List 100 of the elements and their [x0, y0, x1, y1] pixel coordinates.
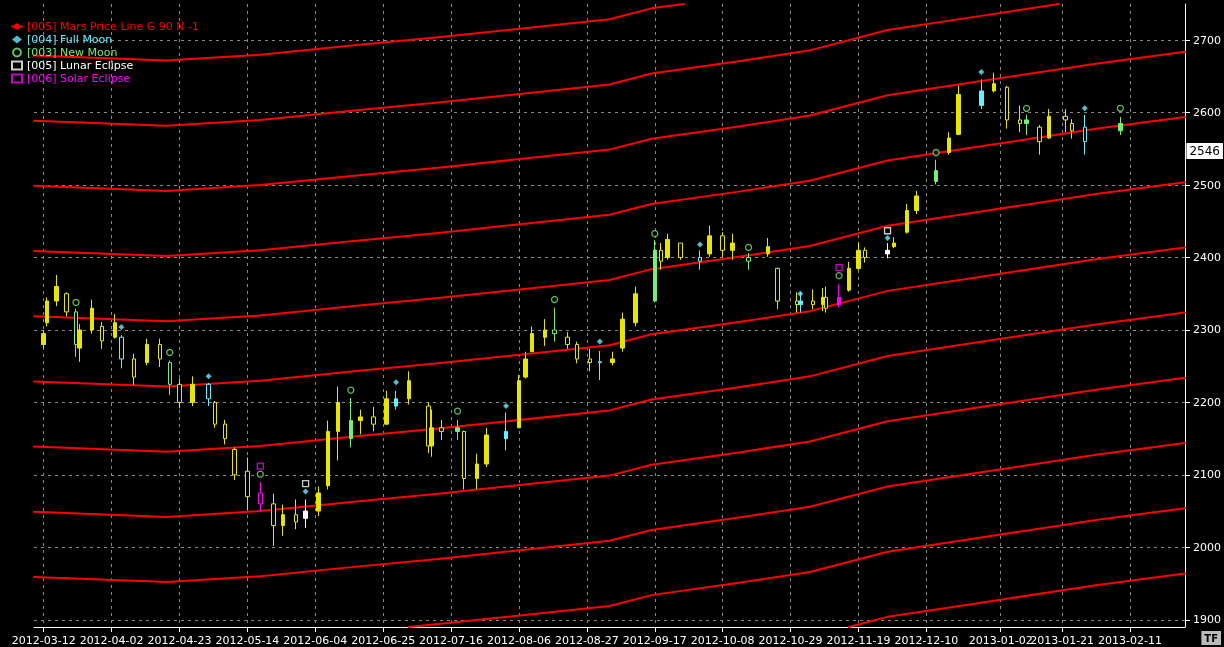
candlestick: [100, 321, 104, 350]
candlestick: [223, 419, 227, 445]
candlestick: [336, 385, 340, 461]
x-tick-label: 2012-09-17: [622, 634, 687, 647]
y-tick-label: 2300: [1193, 323, 1222, 337]
line-series: [33, 181, 1187, 323]
candlestick: [45, 296, 49, 327]
line-series: [847, 572, 1187, 628]
candlestick: [64, 291, 69, 317]
point: [883, 227, 892, 235]
y-tick-label: 2700: [1193, 33, 1222, 47]
candlestick: [934, 159, 938, 185]
candlestick: [1063, 108, 1068, 133]
candlestick: [206, 382, 211, 407]
candlestick: [837, 283, 841, 309]
candlestick: [847, 261, 851, 293]
line-series: [33, 311, 1187, 453]
candlestick: [856, 241, 861, 271]
point: [835, 264, 843, 272]
candlestick: [1037, 124, 1042, 156]
candlestick: [517, 374, 521, 429]
y-tick-label: 1900: [1193, 613, 1222, 627]
candlestick: [698, 249, 702, 271]
point: [835, 272, 843, 280]
x-tick-label: 2012-06-25: [351, 634, 416, 647]
line-series: [408, 507, 1187, 628]
candlestick: [947, 131, 951, 156]
candlestick: [824, 286, 828, 314]
candlestick: [766, 237, 770, 258]
point: [697, 241, 704, 248]
candlestick: [119, 334, 124, 369]
candlestick: [633, 286, 638, 327]
y-tick-label: 2600: [1193, 106, 1222, 120]
legend-label: [006] Solar Eclipse: [27, 72, 131, 85]
candlestick: [1118, 116, 1123, 136]
x-tick-label: 2012-12-10: [894, 634, 959, 647]
candlestick: [720, 231, 725, 258]
candlestick: [177, 378, 182, 409]
candlestick: [795, 291, 799, 314]
x-tick-label: 2012-10-08: [690, 634, 755, 647]
point: [256, 470, 264, 478]
candlestick: [303, 499, 308, 529]
line-series: [33, 442, 1187, 584]
legend-label: [004] Full Moon: [27, 33, 113, 46]
candlestick: [1018, 104, 1022, 133]
point: [744, 243, 753, 252]
candlestick: [41, 329, 46, 349]
point: [1116, 104, 1124, 112]
point: [118, 324, 125, 331]
candlestick: [190, 375, 195, 407]
candlestick: [565, 331, 570, 350]
candlestick: [530, 325, 534, 353]
candlestick: [523, 351, 528, 380]
x-tick-label: 2013-02-11: [1098, 634, 1163, 647]
y-tick-label: 2400: [1193, 251, 1222, 265]
point: [166, 348, 174, 357]
x-tick-label: 2012-08-27: [554, 634, 619, 647]
candlestick: [598, 350, 602, 381]
candlestick: [358, 409, 363, 435]
candlestick: [575, 341, 579, 364]
point: [453, 407, 462, 415]
text: TF: [1204, 632, 1218, 644]
candlestick: [588, 348, 592, 372]
point: [932, 148, 940, 157]
point: [301, 479, 310, 488]
candlestick: [258, 481, 263, 512]
candlestick: [455, 419, 460, 441]
candlestick: [746, 252, 751, 271]
point: [205, 373, 212, 380]
point: [72, 298, 80, 307]
candlestick: [74, 308, 78, 358]
candlestick: [678, 242, 683, 261]
candlestick: [77, 323, 82, 363]
candlestick: [1083, 114, 1087, 156]
candlestick: [294, 499, 298, 530]
candlestick: [462, 430, 466, 490]
x-tick-label: 2012-06-04: [283, 634, 348, 647]
point: [256, 462, 264, 470]
candlestick: [484, 427, 489, 468]
candlestick: [775, 267, 780, 310]
text: 2546: [1189, 144, 1221, 158]
y-tick-label: 2200: [1193, 395, 1222, 409]
candlestick: [371, 406, 376, 432]
point: [797, 290, 804, 297]
candlestick: [665, 233, 670, 261]
candlestick: [271, 493, 276, 547]
x-tick-label: 2012-05-14: [215, 634, 280, 647]
y-tick-label: 2000: [1193, 540, 1222, 554]
point: [393, 379, 400, 386]
candlestick: [905, 203, 909, 235]
legend-label: [005] Lunar Eclipse: [27, 59, 134, 72]
point: [503, 403, 510, 410]
point: [978, 69, 985, 76]
candlestick: [892, 236, 896, 249]
point: [1081, 105, 1088, 112]
candlestick: [245, 456, 250, 511]
x-tick-label: 2013-01-21: [1030, 634, 1095, 647]
candlestick: [349, 397, 353, 448]
x-tick-label: 2012-07-16: [419, 634, 484, 647]
candlestick: [213, 400, 217, 429]
